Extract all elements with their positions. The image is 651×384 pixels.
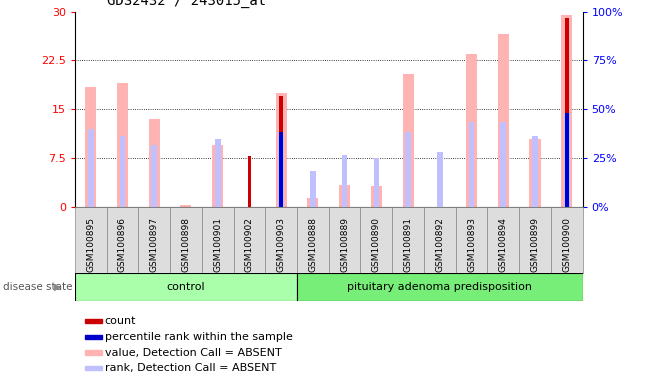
Bar: [456, 207, 488, 273]
Bar: [565, 113, 569, 207]
Bar: [402, 74, 413, 207]
Bar: [532, 136, 538, 207]
Text: percentile rank within the sample: percentile rank within the sample: [105, 332, 292, 342]
Text: GDS2432 / 243015_at: GDS2432 / 243015_at: [107, 0, 266, 8]
Text: count: count: [105, 316, 136, 326]
Bar: [275, 93, 286, 207]
Bar: [498, 35, 509, 207]
Bar: [107, 207, 138, 273]
Bar: [339, 185, 350, 207]
Bar: [120, 136, 126, 207]
Bar: [361, 207, 392, 273]
Bar: [212, 146, 223, 207]
Bar: [297, 207, 329, 273]
Bar: [148, 119, 159, 207]
Bar: [466, 54, 477, 207]
Text: GSM100891: GSM100891: [404, 217, 413, 272]
Bar: [310, 171, 316, 207]
Text: GSM100892: GSM100892: [436, 217, 445, 272]
Bar: [117, 83, 128, 207]
Bar: [392, 207, 424, 273]
Bar: [488, 207, 519, 273]
Bar: [551, 207, 583, 273]
Text: control: control: [167, 282, 205, 292]
Text: GSM100893: GSM100893: [467, 217, 476, 272]
Text: pituitary adenoma predisposition: pituitary adenoma predisposition: [348, 282, 533, 292]
Bar: [85, 334, 102, 339]
Text: GSM100901: GSM100901: [213, 217, 222, 272]
Bar: [247, 156, 251, 207]
Text: disease state: disease state: [3, 282, 73, 292]
Text: GSM100895: GSM100895: [86, 217, 95, 272]
Text: GSM100902: GSM100902: [245, 217, 254, 272]
Text: GSM100900: GSM100900: [562, 217, 572, 272]
Bar: [215, 139, 221, 207]
Text: GSM100898: GSM100898: [182, 217, 191, 272]
Bar: [85, 350, 102, 355]
Bar: [85, 366, 102, 371]
Bar: [329, 207, 361, 273]
Bar: [437, 152, 443, 207]
Text: GSM100890: GSM100890: [372, 217, 381, 272]
Bar: [88, 129, 94, 207]
Bar: [342, 155, 348, 207]
Bar: [297, 273, 583, 301]
Bar: [278, 136, 284, 207]
Bar: [469, 122, 475, 207]
Bar: [279, 132, 283, 207]
Bar: [170, 207, 202, 273]
Bar: [519, 207, 551, 273]
Bar: [266, 207, 297, 273]
Text: ▶: ▶: [54, 282, 62, 292]
Text: rank, Detection Call = ABSENT: rank, Detection Call = ABSENT: [105, 363, 276, 373]
Bar: [139, 207, 170, 273]
Bar: [405, 132, 411, 207]
Text: value, Detection Call = ABSENT: value, Detection Call = ABSENT: [105, 348, 281, 358]
Bar: [561, 15, 572, 207]
Bar: [234, 207, 266, 273]
Bar: [202, 207, 234, 273]
Bar: [75, 273, 297, 301]
Bar: [424, 207, 456, 273]
Bar: [371, 187, 382, 207]
Text: GSM100899: GSM100899: [531, 217, 540, 272]
Bar: [180, 205, 191, 207]
Text: GSM100894: GSM100894: [499, 217, 508, 272]
Text: GSM100903: GSM100903: [277, 217, 286, 272]
Bar: [85, 87, 96, 207]
Text: GSM100897: GSM100897: [150, 217, 159, 272]
Bar: [279, 96, 283, 207]
Bar: [529, 139, 540, 207]
Bar: [565, 18, 569, 207]
Text: GSM100889: GSM100889: [340, 217, 349, 272]
Bar: [75, 207, 107, 273]
Bar: [151, 146, 157, 207]
Bar: [564, 113, 570, 207]
Bar: [85, 319, 102, 323]
Text: GSM100896: GSM100896: [118, 217, 127, 272]
Bar: [307, 197, 318, 207]
Bar: [374, 158, 380, 207]
Text: GSM100888: GSM100888: [309, 217, 318, 272]
Bar: [501, 122, 506, 207]
